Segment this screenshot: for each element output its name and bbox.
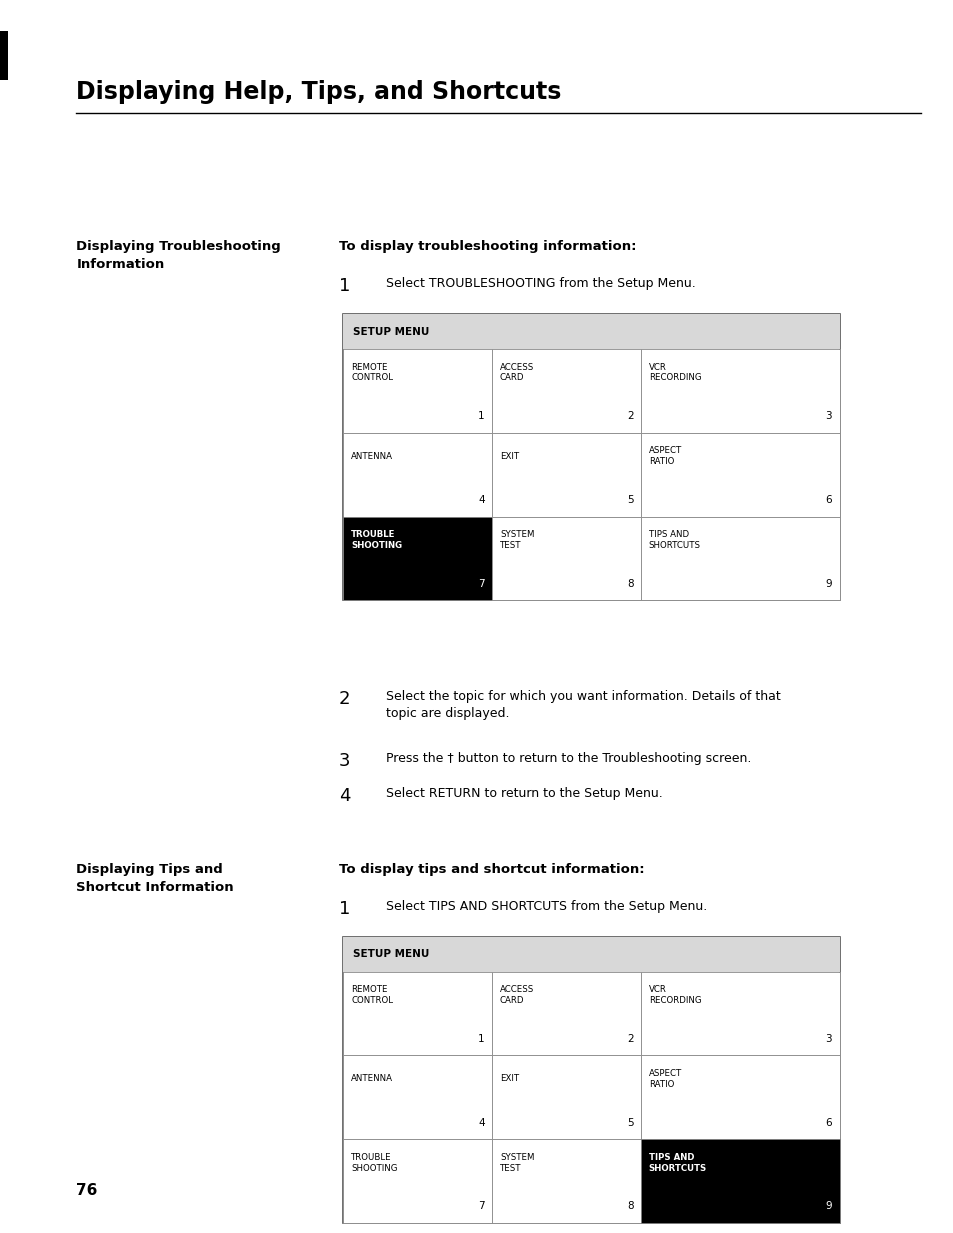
Bar bbox=[492, 517, 640, 600]
Bar bbox=[640, 1055, 839, 1139]
Bar bbox=[343, 937, 839, 972]
Text: ASPECT
RATIO: ASPECT RATIO bbox=[648, 446, 681, 466]
Text: 3: 3 bbox=[338, 752, 350, 771]
Text: 4: 4 bbox=[477, 1117, 484, 1127]
Text: 2: 2 bbox=[626, 411, 633, 420]
Text: TIPS AND
SHORTCUTS: TIPS AND SHORTCUTS bbox=[648, 1153, 706, 1173]
Bar bbox=[343, 314, 839, 349]
Text: 5: 5 bbox=[626, 1117, 633, 1127]
Bar bbox=[343, 937, 839, 1223]
Text: Select the topic for which you want information. Details of that
topic are displ: Select the topic for which you want info… bbox=[386, 690, 781, 720]
Bar bbox=[492, 1139, 640, 1223]
Text: SYSTEM
TEST: SYSTEM TEST bbox=[499, 1153, 534, 1173]
Text: Displaying Help, Tips, and Shortcuts: Displaying Help, Tips, and Shortcuts bbox=[76, 80, 561, 104]
Text: 7: 7 bbox=[477, 1201, 484, 1211]
Text: ASPECT
RATIO: ASPECT RATIO bbox=[648, 1069, 681, 1089]
Bar bbox=[640, 433, 839, 517]
Bar bbox=[492, 349, 640, 433]
Text: SETUP MENU: SETUP MENU bbox=[353, 949, 429, 959]
Text: VCR
RECORDING: VCR RECORDING bbox=[648, 985, 700, 1005]
Bar bbox=[492, 433, 640, 517]
Text: To display troubleshooting information:: To display troubleshooting information: bbox=[338, 240, 636, 254]
Bar bbox=[492, 1055, 640, 1139]
Bar bbox=[343, 1055, 492, 1139]
Text: TIPS AND
SHORTCUTS: TIPS AND SHORTCUTS bbox=[648, 530, 700, 550]
Text: 3: 3 bbox=[824, 1033, 831, 1043]
Text: To display tips and shortcut information:: To display tips and shortcut information… bbox=[338, 863, 643, 877]
Text: 2: 2 bbox=[626, 1033, 633, 1043]
Bar bbox=[343, 349, 492, 433]
Text: ACCESS
CARD: ACCESS CARD bbox=[499, 985, 534, 1005]
Text: ACCESS
CARD: ACCESS CARD bbox=[499, 363, 534, 382]
Text: Press the † button to return to the Troubleshooting screen.: Press the † button to return to the Trou… bbox=[386, 752, 751, 766]
Text: 9: 9 bbox=[824, 1201, 831, 1211]
Bar bbox=[640, 1139, 839, 1223]
Text: 9: 9 bbox=[824, 578, 831, 588]
Bar bbox=[343, 433, 492, 517]
Text: 6: 6 bbox=[824, 494, 831, 504]
Text: 7: 7 bbox=[477, 578, 484, 588]
Text: 4: 4 bbox=[477, 494, 484, 504]
Text: 1: 1 bbox=[477, 411, 484, 420]
Text: 1: 1 bbox=[338, 900, 350, 919]
Bar bbox=[343, 517, 492, 600]
Bar bbox=[640, 349, 839, 433]
Text: ANTENNA: ANTENNA bbox=[351, 451, 393, 461]
Text: Displaying Tips and
Shortcut Information: Displaying Tips and Shortcut Information bbox=[76, 863, 233, 894]
Text: 8: 8 bbox=[626, 578, 633, 588]
Text: Displaying Troubleshooting
Information: Displaying Troubleshooting Information bbox=[76, 240, 281, 271]
Bar bbox=[492, 972, 640, 1055]
Text: Select RETURN to return to the Setup Menu.: Select RETURN to return to the Setup Men… bbox=[386, 787, 662, 800]
Text: 1: 1 bbox=[338, 277, 350, 296]
Bar bbox=[343, 314, 839, 600]
Bar bbox=[640, 517, 839, 600]
Text: TROUBLE
SHOOTING: TROUBLE SHOOTING bbox=[351, 1153, 397, 1173]
Text: EXIT: EXIT bbox=[499, 451, 518, 461]
Text: VCR
RECORDING: VCR RECORDING bbox=[648, 363, 700, 382]
Bar bbox=[0, 31, 8, 80]
Text: 5: 5 bbox=[626, 494, 633, 504]
Text: 76: 76 bbox=[76, 1184, 97, 1198]
Text: 2: 2 bbox=[338, 690, 350, 709]
Text: SETUP MENU: SETUP MENU bbox=[353, 327, 429, 337]
Bar bbox=[343, 972, 492, 1055]
Bar bbox=[343, 1139, 492, 1223]
Text: 8: 8 bbox=[626, 1201, 633, 1211]
Text: 4: 4 bbox=[338, 787, 350, 805]
Text: TROUBLE
SHOOTING: TROUBLE SHOOTING bbox=[351, 530, 402, 550]
Bar bbox=[640, 972, 839, 1055]
Text: 1: 1 bbox=[477, 1033, 484, 1043]
Text: ANTENNA: ANTENNA bbox=[351, 1074, 393, 1084]
Text: 6: 6 bbox=[824, 1117, 831, 1127]
Text: REMOTE
CONTROL: REMOTE CONTROL bbox=[351, 985, 393, 1005]
Text: 3: 3 bbox=[824, 411, 831, 420]
Text: EXIT: EXIT bbox=[499, 1074, 518, 1084]
Text: SYSTEM
TEST: SYSTEM TEST bbox=[499, 530, 534, 550]
Text: REMOTE
CONTROL: REMOTE CONTROL bbox=[351, 363, 393, 382]
Text: Select TIPS AND SHORTCUTS from the Setup Menu.: Select TIPS AND SHORTCUTS from the Setup… bbox=[386, 900, 707, 914]
Text: Select TROUBLESHOOTING from the Setup Menu.: Select TROUBLESHOOTING from the Setup Me… bbox=[386, 277, 696, 291]
